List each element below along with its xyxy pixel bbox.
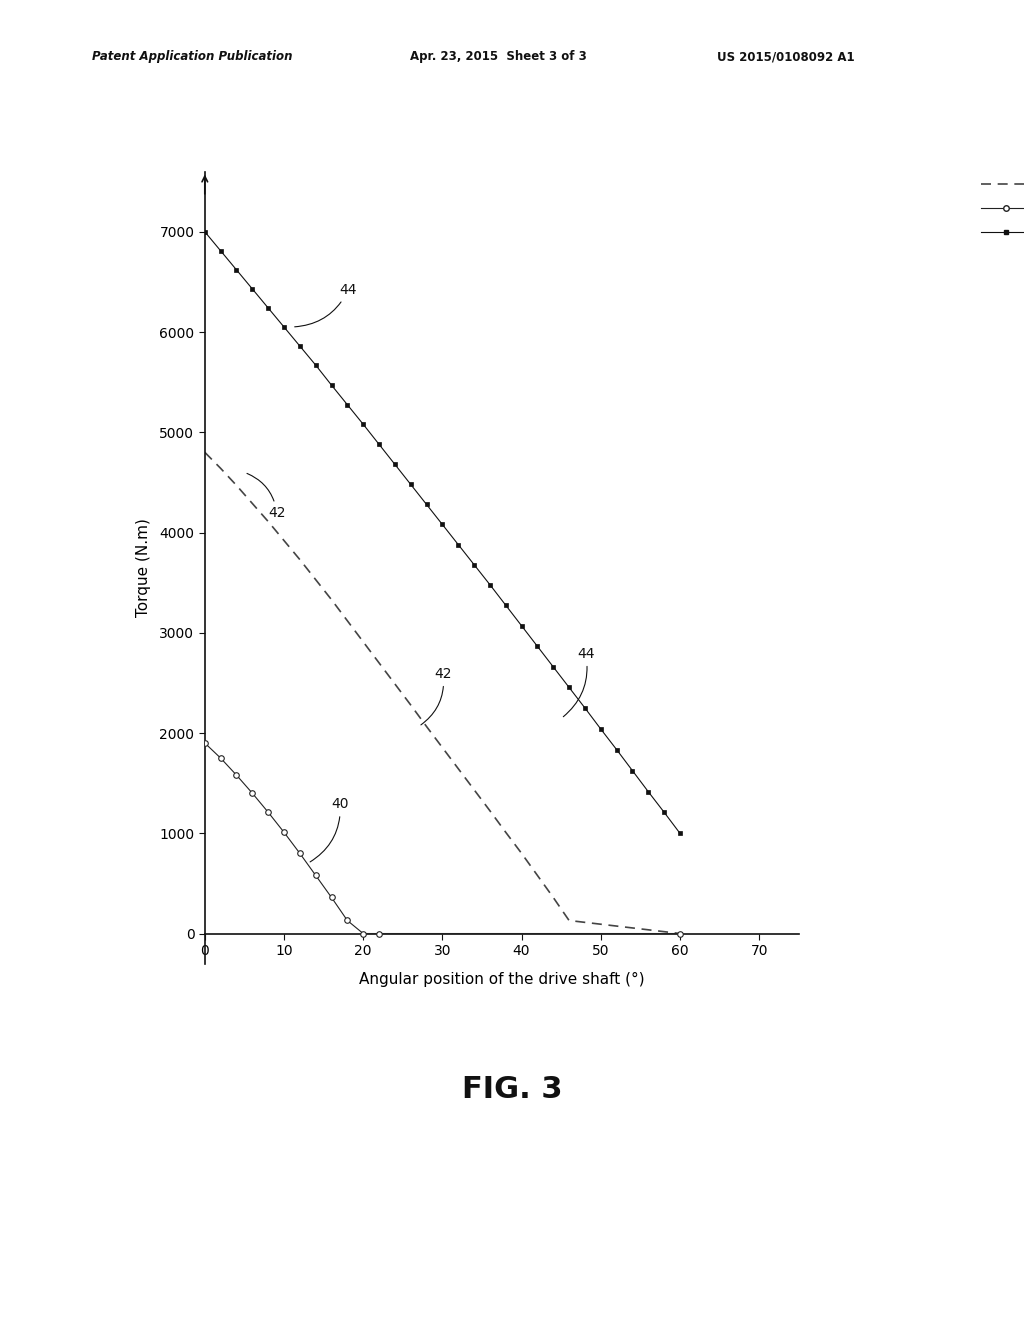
Text: Patent Application Publication: Patent Application Publication — [92, 50, 293, 63]
Text: Apr. 23, 2015  Sheet 3 of 3: Apr. 23, 2015 Sheet 3 of 3 — [410, 50, 587, 63]
Text: 44: 44 — [563, 647, 595, 717]
Y-axis label: Torque (N.m): Torque (N.m) — [136, 519, 151, 616]
Text: US 2015/0108092 A1: US 2015/0108092 A1 — [717, 50, 854, 63]
X-axis label: Angular position of the drive shaft (°): Angular position of the drive shaft (°) — [359, 972, 644, 987]
Legend: , , : , , — [981, 178, 1024, 242]
Text: FIG. 3: FIG. 3 — [462, 1074, 562, 1104]
Text: 40: 40 — [310, 797, 349, 862]
Text: 42: 42 — [421, 667, 452, 725]
Text: 42: 42 — [247, 474, 286, 520]
Text: 44: 44 — [295, 282, 357, 327]
